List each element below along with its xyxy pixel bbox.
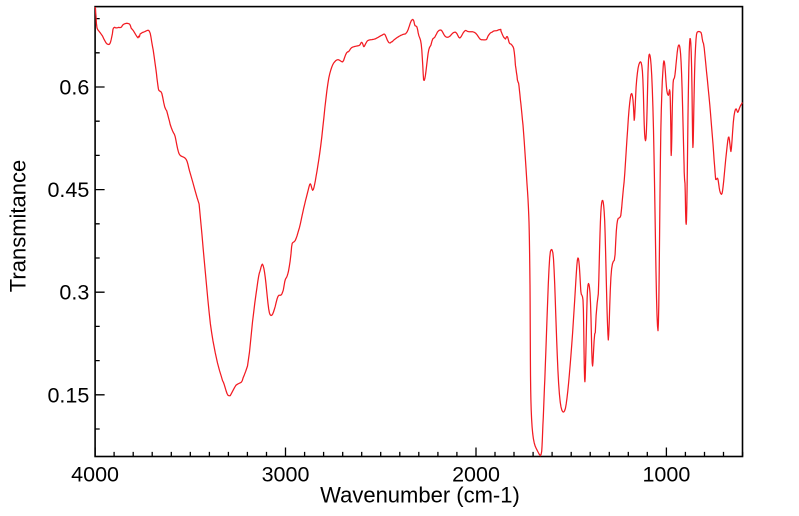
svg-text:0.45: 0.45	[47, 178, 89, 202]
svg-text:Transmitance: Transmitance	[6, 160, 31, 292]
svg-text:Wavenumber (cm-1): Wavenumber (cm-1)	[320, 483, 520, 508]
svg-text:1000: 1000	[642, 463, 690, 487]
svg-text:2000: 2000	[452, 463, 500, 487]
svg-text:0.6: 0.6	[59, 76, 89, 100]
svg-text:0.15: 0.15	[47, 383, 89, 407]
svg-text:4000: 4000	[71, 463, 119, 487]
svg-text:3000: 3000	[262, 463, 310, 487]
svg-text:0.3: 0.3	[59, 281, 89, 305]
